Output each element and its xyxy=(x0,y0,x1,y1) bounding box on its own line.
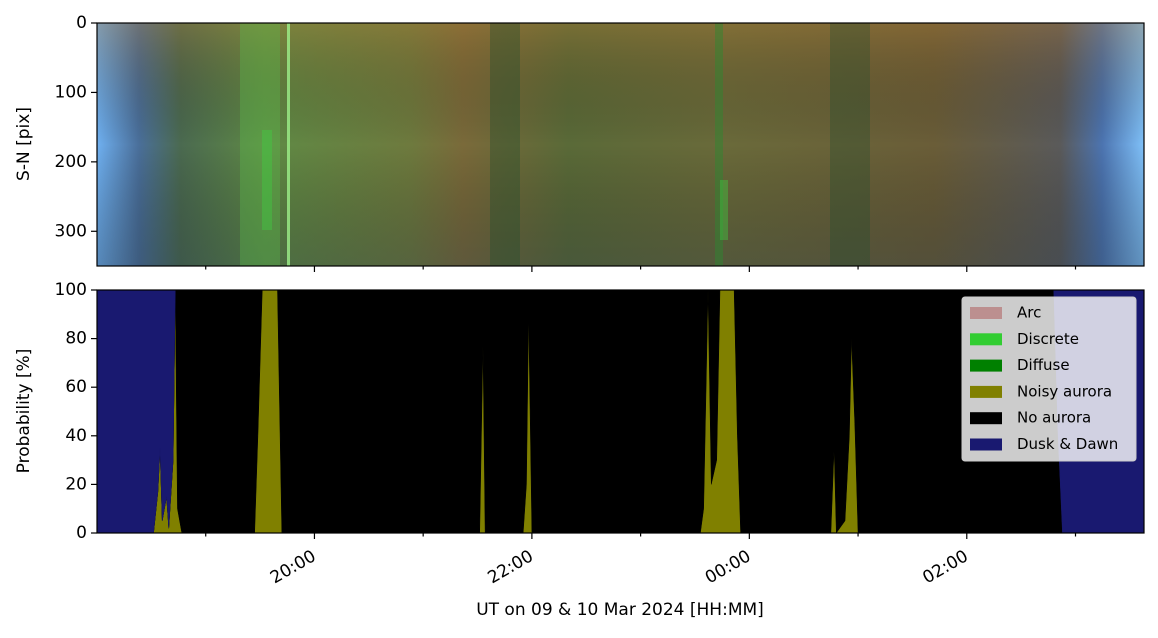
legend-swatch xyxy=(970,438,1002,451)
legend-swatch xyxy=(970,412,1002,425)
y-tick-label: 200 xyxy=(55,152,87,172)
y-tick-label: 100 xyxy=(55,280,87,300)
legend-swatch xyxy=(970,385,1002,398)
keogram-image xyxy=(97,23,1144,266)
legend-label: Discrete xyxy=(1017,330,1079,348)
top-y-label: S-N [pix] xyxy=(14,107,34,181)
top-frame xyxy=(96,22,1145,267)
legend-box xyxy=(961,296,1137,462)
legend-swatch xyxy=(970,359,1002,372)
x-tick-label: 02:00 xyxy=(919,546,971,588)
y-tick-label: 40 xyxy=(65,426,87,446)
legend-label: Arc xyxy=(1017,304,1041,322)
y-tick-label: 20 xyxy=(65,474,87,494)
bottom-frame xyxy=(96,289,1145,534)
legend-label: Dusk & Dawn xyxy=(1017,435,1118,453)
y-tick-label: 300 xyxy=(55,221,87,241)
y-tick-label: 0 xyxy=(76,523,87,543)
x-tick-label: 22:00 xyxy=(484,546,536,588)
legend-swatch xyxy=(970,333,1002,346)
legend-label: Diffuse xyxy=(1017,356,1070,374)
x-label: UT on 09 & 10 Mar 2024 [HH:MM] xyxy=(476,600,764,620)
y-tick-label: 0 xyxy=(76,13,87,33)
y-tick-label: 80 xyxy=(65,329,87,349)
y-tick-label: 60 xyxy=(65,377,87,397)
x-tick-label: 20:00 xyxy=(267,546,319,588)
legend-label: No aurora xyxy=(1017,409,1091,427)
x-tick-label: 00:00 xyxy=(702,546,754,588)
legend-label: Noisy aurora xyxy=(1017,382,1112,400)
bottom-y-label: Probability [%] xyxy=(14,349,34,474)
y-tick-label: 100 xyxy=(55,82,87,102)
legend-swatch xyxy=(970,307,1002,319)
